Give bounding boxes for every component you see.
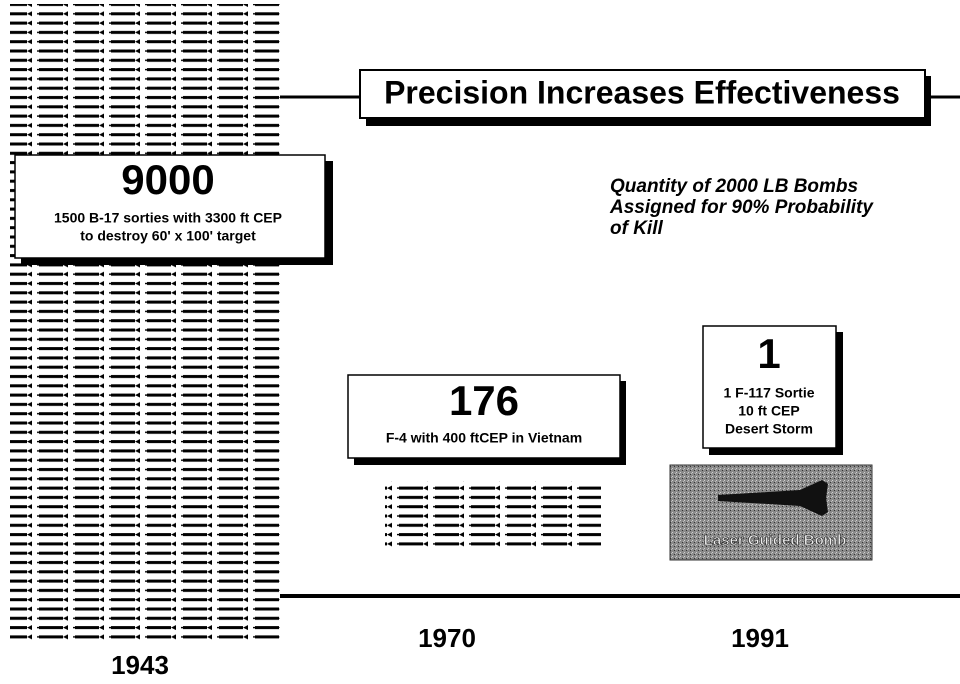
note-line: Assigned for 90% Probability: [609, 197, 874, 218]
panel-line: 1 F-117 Sortie: [723, 385, 814, 401]
panel-year: 1970: [418, 623, 476, 653]
panel-value: 176: [449, 377, 519, 424]
panel-year: 1991: [731, 623, 789, 653]
panel-value: 9000: [121, 156, 214, 203]
page: Precision Increases Effectiveness Quanti…: [0, 0, 960, 684]
bomb-stack: [10, 4, 280, 640]
image-label: Laser Guided Bomb: [704, 532, 847, 549]
panel-line: 10 ft CEP: [738, 403, 799, 419]
infographic: Precision Increases Effectiveness Quanti…: [0, 0, 960, 684]
note: Quantity of 2000 LB Bombs Assigned for 9…: [609, 176, 874, 239]
panel-value: 1: [757, 330, 780, 377]
panel-line: F-4 with 400 ftCEP in Vietnam: [386, 430, 582, 446]
panel-line: 1500 B-17 sorties with 3300 ft CEP: [54, 210, 282, 226]
note-line: Quantity of 2000 LB Bombs: [610, 176, 858, 197]
note-line: of Kill: [610, 218, 663, 239]
panel-line: Desert Storm: [725, 421, 813, 437]
panel-year: 1943: [111, 650, 169, 680]
bomb-stack: [385, 481, 601, 548]
panel-line: to destroy 60' x 100' target: [80, 228, 256, 244]
title: Precision Increases Effectiveness: [384, 74, 900, 110]
